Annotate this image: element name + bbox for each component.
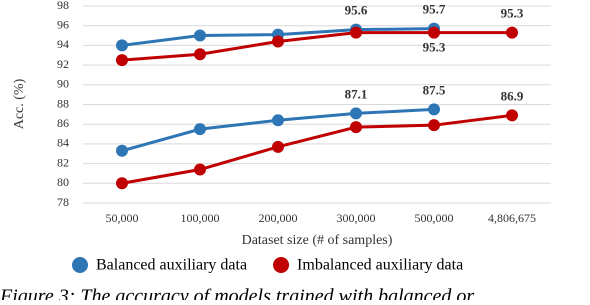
y-tick-label: 86 — [57, 116, 69, 130]
point — [428, 103, 440, 116]
y-tick-label: 82 — [57, 155, 69, 169]
y-tick-label: 98 — [57, 0, 69, 12]
point — [350, 107, 362, 120]
x-tick-label: 500,000 — [415, 211, 454, 225]
y-tick-label: 90 — [57, 77, 69, 91]
line — [121, 31, 512, 62]
data-label: 87.1 — [345, 86, 368, 101]
y-tick-label: 88 — [57, 96, 69, 110]
point — [272, 140, 284, 153]
point — [194, 123, 206, 136]
y-tick-label: 92 — [57, 57, 69, 71]
point — [194, 48, 206, 61]
x-tick-label: 50,000 — [106, 211, 139, 225]
caption: Figure 3: The accuracy of models trained… — [0, 286, 474, 300]
point — [272, 114, 284, 127]
legend-label: Imbalanced auxiliary data — [297, 257, 463, 274]
data-label: 86.9 — [501, 88, 524, 103]
x-tick-label: 4,806,675 — [488, 211, 536, 225]
y-tick-label: 80 — [57, 175, 69, 189]
point — [272, 35, 284, 48]
legend-marker — [273, 257, 290, 273]
point — [116, 39, 128, 52]
point — [194, 29, 206, 42]
data-label: 95.6 — [345, 3, 368, 18]
legend-marker — [72, 257, 88, 273]
data-label: 87.5 — [423, 82, 446, 97]
data-label: 95.3 — [501, 6, 524, 21]
x-tick-label: 200,000 — [259, 211, 298, 225]
x-tick-label: 100,000 — [181, 211, 220, 225]
legend-label: Balanced auxiliary data — [96, 257, 247, 274]
line — [121, 113, 513, 185]
point — [116, 144, 128, 157]
x-axis-label: Dataset size (# of samples) — [242, 233, 393, 248]
point — [350, 121, 362, 134]
y-tick-label: 84 — [57, 136, 69, 150]
y-tick-label: 78 — [57, 195, 69, 209]
point — [194, 163, 206, 176]
y-tick-label: 96 — [57, 17, 69, 31]
point — [428, 119, 440, 132]
data-label: 95.7 — [423, 2, 446, 17]
point — [116, 177, 128, 190]
point — [428, 26, 440, 39]
point — [350, 26, 362, 39]
data-label: 95.3 — [423, 40, 446, 55]
point — [506, 26, 518, 39]
point — [116, 54, 128, 67]
y-tick-label: 94 — [57, 37, 69, 51]
point — [506, 109, 518, 122]
x-tick-label: 300,000 — [337, 211, 376, 225]
y-axis-label: Acc. (%) — [12, 78, 27, 129]
